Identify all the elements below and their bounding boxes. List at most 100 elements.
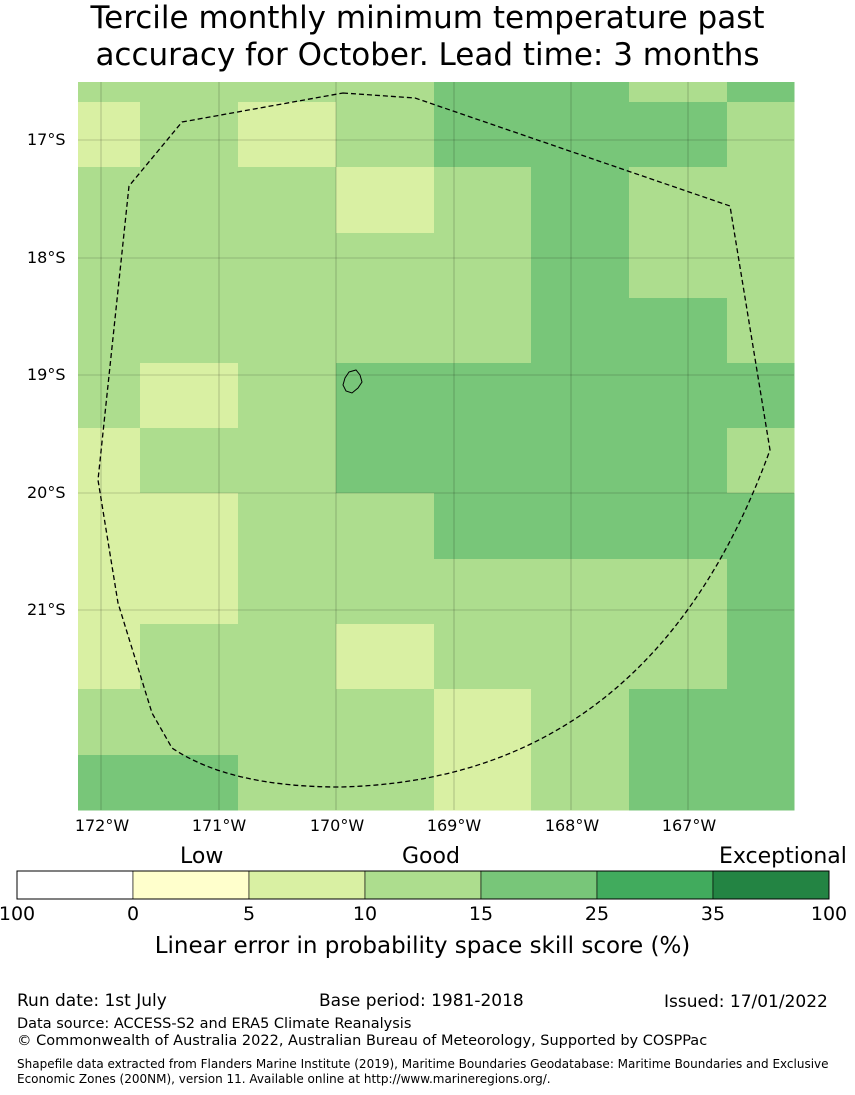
- grid-cell: [434, 102, 532, 168]
- grid-cell: [434, 689, 532, 756]
- grid-cell: [238, 559, 337, 625]
- colorbar-swatch: [712, 870, 830, 900]
- grid-cell: [434, 167, 532, 234]
- grid-cell: [531, 689, 630, 756]
- eez-boundary: [97, 92, 771, 788]
- grid-cell: [78, 493, 141, 560]
- base-period: Base period: 1981-2018: [319, 991, 524, 1011]
- colorbar-frame: [16, 870, 830, 900]
- grid-cell: [434, 82, 532, 103]
- grid-cells: [78, 82, 795, 811]
- colorbar-swatch: [596, 870, 714, 900]
- grid-cell: [727, 755, 795, 811]
- graticule: [78, 82, 794, 810]
- grid-cell: [629, 559, 728, 625]
- grid-cell: [78, 559, 141, 625]
- grid-cell: [629, 689, 728, 756]
- lat-label-18s: 18°S: [27, 248, 66, 267]
- grid-cell: [531, 298, 630, 364]
- grid-cell: [434, 624, 532, 690]
- grid-cell: [531, 82, 630, 103]
- lat-label-17s: 17°S: [27, 130, 66, 149]
- colorbar: [16, 870, 830, 900]
- grid-cell: [140, 167, 239, 234]
- grid-cell: [238, 233, 337, 299]
- grid-cell: [140, 82, 239, 103]
- legend-category-good: Good: [402, 844, 460, 869]
- lon-label-172w: 172°W: [74, 816, 130, 835]
- grid-cell: [336, 233, 435, 299]
- grid-cell: [727, 559, 795, 625]
- grid-cell: [336, 755, 435, 811]
- skill-map: [78, 82, 795, 811]
- legend-category-exceptional: Exceptional: [719, 844, 847, 869]
- lat-label-21s: 21°S: [27, 600, 66, 619]
- grid-cell: [727, 167, 795, 234]
- colorbar-swatch: [248, 870, 366, 900]
- grid-cell: [727, 233, 795, 299]
- lat-label-19s: 19°S: [27, 365, 66, 384]
- grid-cell: [238, 755, 337, 811]
- colorbar-swatch: [480, 870, 598, 900]
- grid-cell: [336, 363, 435, 429]
- grid-cell: [336, 624, 435, 690]
- grid-cell: [140, 689, 239, 756]
- colorbar-tick: 35: [700, 903, 726, 925]
- colorbar-swatch: [132, 870, 250, 900]
- lon-label-171w: 171°W: [191, 816, 247, 835]
- grid-cell: [140, 493, 239, 560]
- grid-cell: [140, 298, 239, 364]
- grid-cell: [78, 689, 141, 756]
- grid-cell: [78, 167, 141, 234]
- grid-cell: [629, 755, 728, 811]
- grid-cell: [629, 493, 728, 560]
- grid-cell: [336, 167, 435, 234]
- colorbar-tick: 10: [352, 903, 378, 925]
- grid-cell: [531, 428, 630, 494]
- issued-date: Issued: 17/01/2022: [664, 992, 828, 1012]
- grid-cell: [434, 363, 532, 429]
- grid-cell: [629, 233, 728, 299]
- colorbar-tick: 25: [584, 903, 610, 925]
- grid-cell: [531, 167, 630, 234]
- grid-cell: [238, 82, 337, 103]
- grid-cell: [434, 428, 532, 494]
- grid-cell: [629, 102, 728, 168]
- grid-cell: [238, 298, 337, 364]
- grid-cell: [336, 559, 435, 625]
- grid-cell: [238, 689, 337, 756]
- lon-label-167w: 167°W: [661, 816, 717, 835]
- grid-cell: [629, 167, 728, 234]
- run-date: Run date: 1st July: [17, 991, 167, 1011]
- lon-label-170w: 170°W: [309, 816, 365, 835]
- grid-cell: [531, 755, 630, 811]
- colorbar-tick: 5: [242, 903, 256, 925]
- grid-cell: [727, 102, 795, 168]
- grid-cell: [238, 102, 337, 168]
- grid-cell: [78, 102, 141, 168]
- grid-cell: [434, 298, 532, 364]
- grid-cell: [531, 363, 630, 429]
- grid-cell: [140, 233, 239, 299]
- grid-cell: [140, 428, 239, 494]
- grid-cell: [531, 559, 630, 625]
- grid-cell: [140, 624, 239, 690]
- grid-cell: [727, 298, 795, 364]
- grid-cell: [140, 755, 239, 811]
- grid-cell: [336, 102, 435, 168]
- grid-cell: [238, 167, 337, 234]
- grid-cell: [78, 82, 141, 103]
- grid-cell: [531, 102, 630, 168]
- grid-cell: [78, 363, 141, 429]
- lat-label-20s: 20°S: [27, 483, 66, 502]
- grid-cell: [78, 755, 141, 811]
- grid-cell: [531, 493, 630, 560]
- grid-cell: [238, 428, 337, 494]
- grid-cell: [531, 233, 630, 299]
- grid-cell: [727, 689, 795, 756]
- grid-cell: [336, 428, 435, 494]
- grid-cell: [727, 493, 795, 560]
- grid-cell: [140, 102, 239, 168]
- grid-cell: [238, 624, 337, 690]
- grid-cell: [78, 624, 141, 690]
